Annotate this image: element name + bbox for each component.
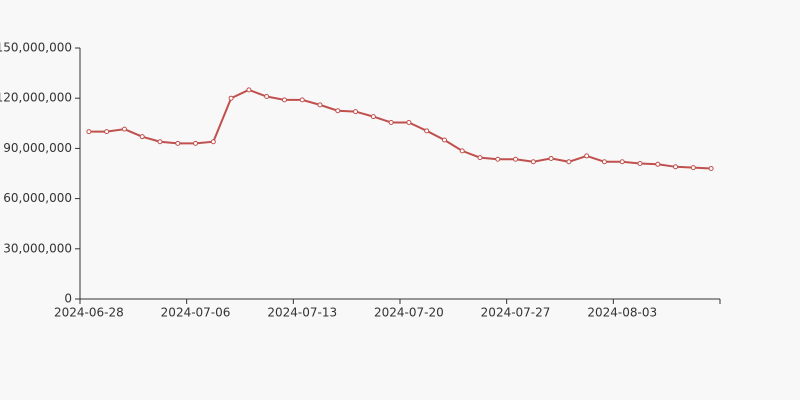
point — [264, 94, 270, 100]
point — [121, 126, 127, 132]
point — [86, 129, 92, 135]
point — [281, 97, 287, 103]
point — [673, 164, 679, 170]
point — [406, 119, 412, 125]
point — [193, 140, 199, 146]
y-tick-label: 60,000,000 — [3, 191, 72, 205]
point — [655, 161, 661, 167]
x-tick-label: 2024-07-27 — [481, 306, 551, 320]
point — [104, 129, 110, 135]
point — [619, 159, 625, 165]
point — [637, 160, 643, 166]
point — [441, 137, 447, 143]
y-tick-label: 120,000,000 — [0, 91, 72, 105]
x-tick-label: 2024-07-13 — [267, 306, 337, 320]
point — [246, 87, 252, 93]
point — [317, 102, 323, 108]
point — [584, 153, 590, 159]
point — [708, 165, 714, 171]
point — [157, 139, 163, 145]
y-tick-label: 30,000,000 — [3, 241, 72, 255]
point — [299, 97, 305, 103]
point — [690, 165, 696, 171]
point — [228, 95, 234, 101]
point — [139, 134, 145, 140]
point — [388, 119, 394, 125]
x-tick-label: 2024-07-20 — [374, 306, 444, 320]
point — [601, 159, 607, 165]
x-tick-label: 2024-07-06 — [161, 306, 231, 320]
point — [370, 114, 376, 120]
x-tick-label: 2024-08-03 — [587, 306, 657, 320]
point — [335, 108, 341, 114]
y-tick-label: 0 — [64, 292, 72, 306]
point — [459, 148, 465, 154]
point — [495, 156, 501, 162]
y-tick-label: 90,000,000 — [3, 141, 72, 155]
point — [175, 140, 181, 146]
point — [530, 159, 536, 165]
point — [513, 156, 519, 162]
point — [424, 128, 430, 134]
point — [548, 155, 554, 161]
point — [566, 159, 572, 165]
x-tick-label: 2024-06-28 — [54, 306, 124, 320]
y-tick-label: 150,000,000 — [0, 41, 72, 55]
point — [477, 155, 483, 161]
point — [210, 139, 216, 145]
line — [88, 88, 712, 170]
point — [353, 109, 359, 115]
